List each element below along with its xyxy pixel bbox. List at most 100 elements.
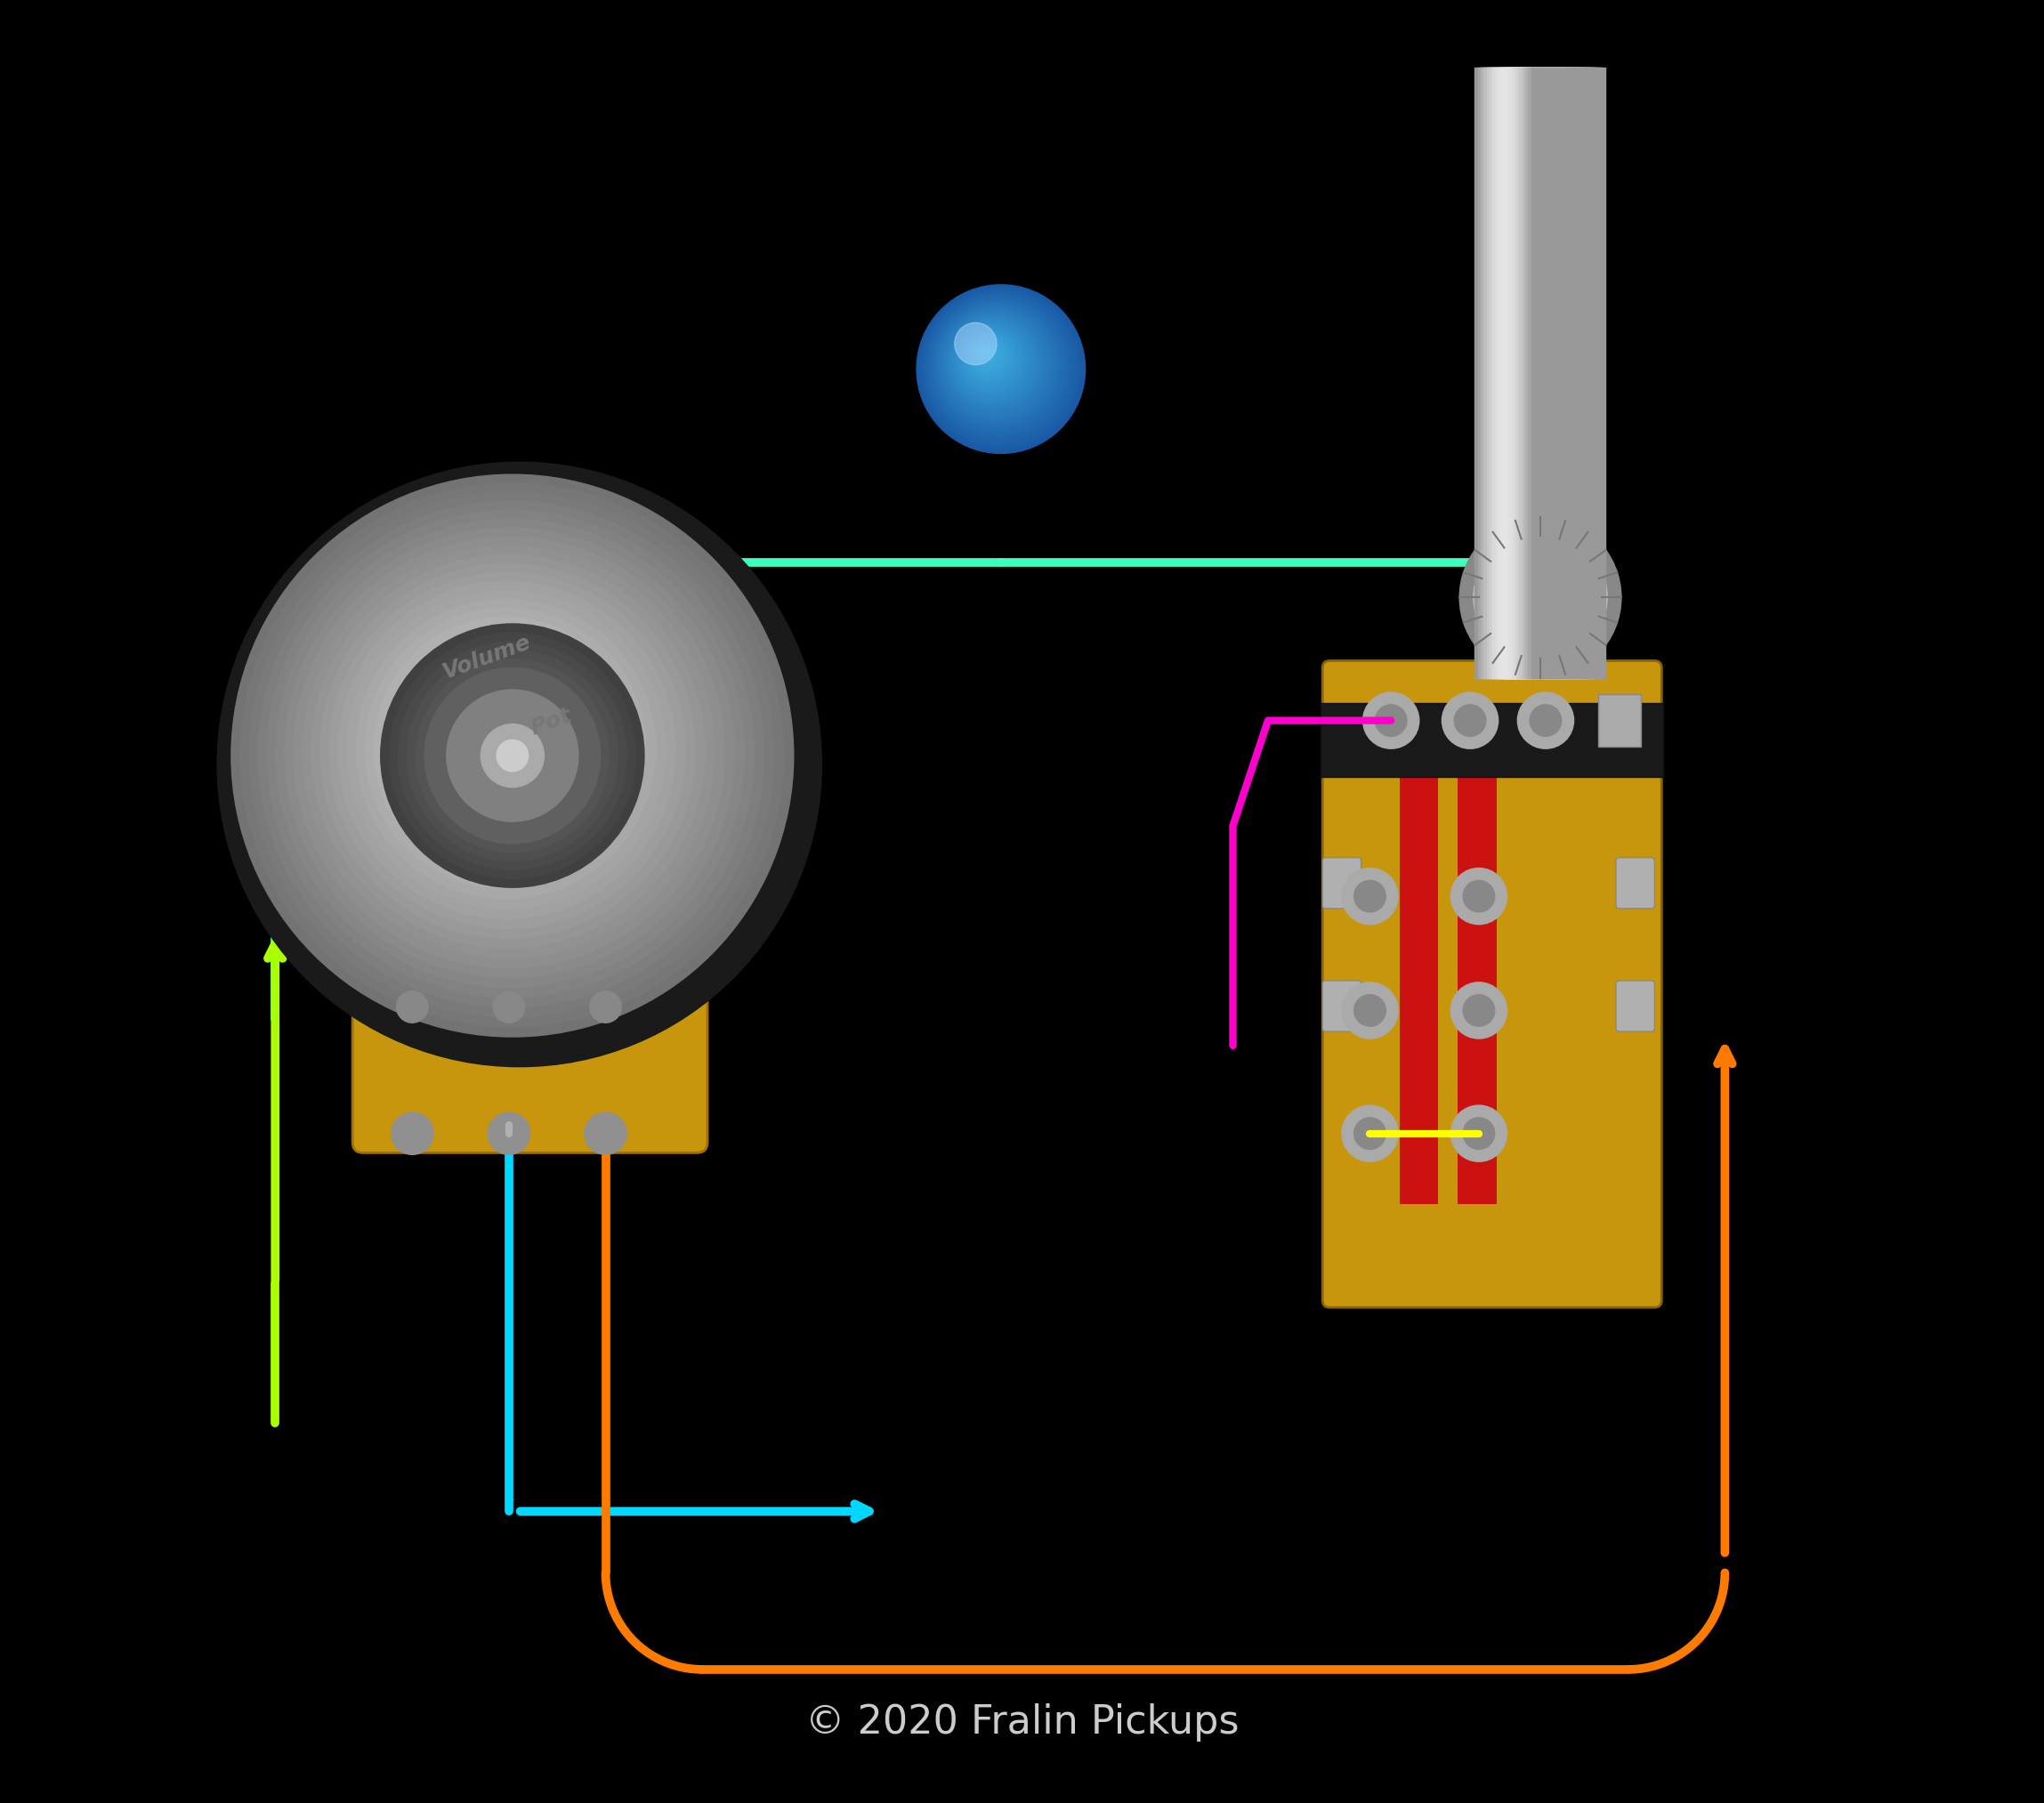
- FancyBboxPatch shape: [1322, 858, 1361, 909]
- Circle shape: [926, 294, 1071, 440]
- Circle shape: [454, 698, 548, 792]
- Circle shape: [303, 546, 715, 957]
- Circle shape: [932, 301, 1061, 429]
- Circle shape: [979, 348, 991, 359]
- Circle shape: [311, 555, 705, 948]
- Circle shape: [953, 321, 1032, 400]
- Circle shape: [329, 572, 685, 929]
- Circle shape: [1517, 692, 1574, 748]
- Circle shape: [981, 350, 987, 355]
- Circle shape: [347, 590, 666, 909]
- Text: © 2020 Fralin Pickups: © 2020 Fralin Pickups: [805, 1704, 1239, 1742]
- Circle shape: [489, 732, 509, 752]
- Circle shape: [1376, 705, 1406, 736]
- Circle shape: [1464, 1118, 1494, 1149]
- Circle shape: [493, 992, 525, 1022]
- Circle shape: [356, 599, 656, 900]
- Circle shape: [419, 662, 587, 829]
- Circle shape: [462, 707, 538, 781]
- Circle shape: [1464, 880, 1494, 912]
- Circle shape: [294, 537, 726, 968]
- Bar: [1598, 694, 1641, 746]
- Circle shape: [1464, 995, 1494, 1026]
- Circle shape: [936, 305, 1055, 424]
- Bar: [1320, 703, 1664, 777]
- Circle shape: [284, 528, 734, 977]
- Circle shape: [955, 323, 1028, 397]
- Circle shape: [1341, 1105, 1398, 1161]
- Bar: [1400, 746, 1439, 1204]
- Circle shape: [942, 310, 1049, 416]
- Circle shape: [321, 564, 695, 938]
- Circle shape: [415, 658, 609, 853]
- Circle shape: [276, 519, 744, 988]
- Circle shape: [961, 330, 1018, 386]
- Circle shape: [486, 728, 540, 783]
- Circle shape: [922, 288, 1079, 447]
- Circle shape: [497, 739, 527, 772]
- Circle shape: [928, 296, 1069, 436]
- Circle shape: [1451, 983, 1506, 1039]
- Circle shape: [971, 339, 1004, 373]
- Circle shape: [955, 323, 997, 364]
- Circle shape: [374, 617, 636, 880]
- Circle shape: [1453, 705, 1486, 736]
- Circle shape: [478, 721, 548, 792]
- Circle shape: [1341, 867, 1398, 925]
- Circle shape: [924, 292, 1075, 444]
- Text: Pot: Pot: [527, 705, 574, 739]
- Circle shape: [585, 1112, 628, 1154]
- Circle shape: [1529, 705, 1562, 736]
- Circle shape: [390, 1112, 433, 1154]
- Circle shape: [468, 712, 556, 799]
- Circle shape: [337, 581, 675, 920]
- Circle shape: [268, 510, 754, 997]
- Circle shape: [930, 297, 1065, 433]
- Circle shape: [948, 316, 1038, 406]
- Circle shape: [1341, 983, 1398, 1039]
- Circle shape: [217, 462, 822, 1067]
- Circle shape: [938, 307, 1051, 420]
- Circle shape: [1353, 995, 1386, 1026]
- Circle shape: [258, 501, 764, 1008]
- Circle shape: [433, 676, 591, 835]
- Circle shape: [241, 483, 783, 1028]
- Circle shape: [503, 746, 521, 764]
- Circle shape: [1451, 867, 1506, 925]
- Circle shape: [380, 624, 644, 887]
- Circle shape: [446, 691, 578, 822]
- FancyBboxPatch shape: [1322, 981, 1361, 1031]
- Circle shape: [910, 278, 1091, 460]
- Circle shape: [957, 325, 1024, 393]
- Circle shape: [460, 703, 564, 808]
- Text: Volume: Volume: [439, 631, 533, 683]
- Circle shape: [977, 346, 993, 362]
- Circle shape: [401, 644, 607, 849]
- Bar: [1457, 746, 1496, 1204]
- Circle shape: [934, 303, 1059, 426]
- Circle shape: [969, 337, 1008, 375]
- FancyBboxPatch shape: [352, 992, 707, 1152]
- Circle shape: [446, 689, 558, 801]
- Circle shape: [965, 332, 1014, 382]
- Circle shape: [249, 492, 775, 1017]
- Circle shape: [364, 608, 646, 889]
- Circle shape: [916, 285, 1085, 453]
- Circle shape: [489, 1112, 529, 1154]
- Circle shape: [944, 312, 1044, 413]
- Circle shape: [382, 626, 625, 869]
- Circle shape: [495, 737, 529, 773]
- Circle shape: [1474, 530, 1607, 664]
- Circle shape: [409, 653, 597, 840]
- Circle shape: [975, 343, 997, 366]
- Circle shape: [392, 635, 617, 860]
- Circle shape: [591, 992, 621, 1022]
- Circle shape: [425, 667, 601, 844]
- Circle shape: [480, 725, 544, 788]
- Circle shape: [950, 319, 1034, 402]
- Circle shape: [1353, 880, 1386, 912]
- Circle shape: [959, 328, 1022, 389]
- Circle shape: [442, 685, 583, 826]
- Circle shape: [1363, 692, 1419, 748]
- FancyBboxPatch shape: [1617, 981, 1654, 1031]
